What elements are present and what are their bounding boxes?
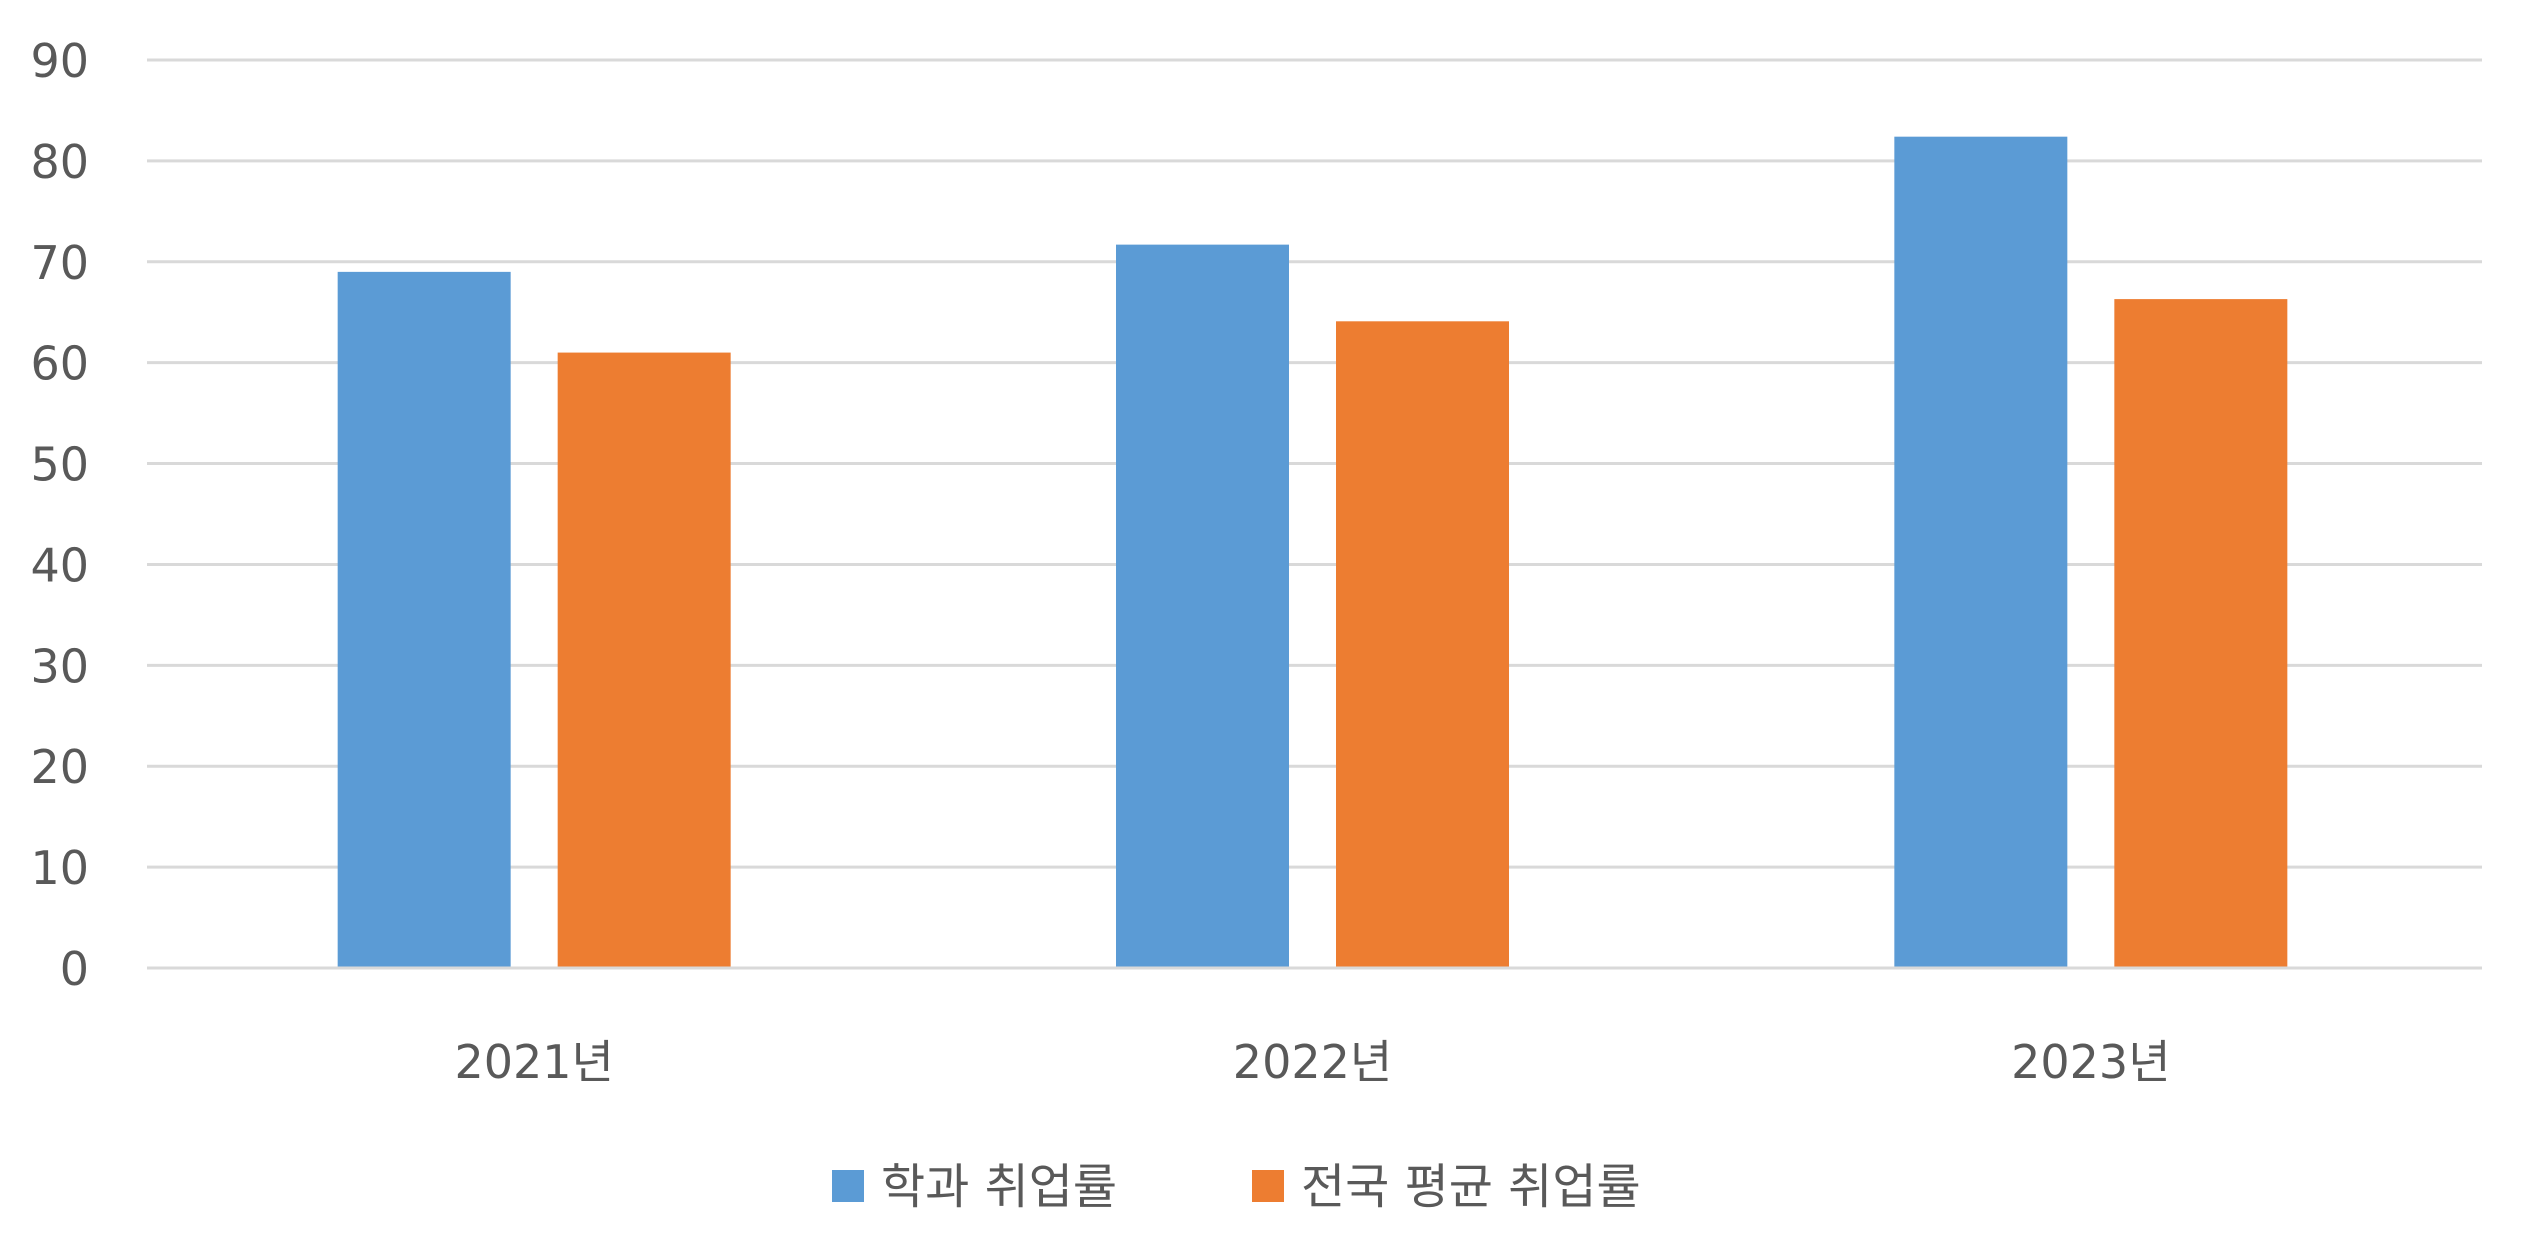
bar-department-2023년 — [1894, 136, 2068, 969]
gridlines — [147, 58, 2482, 970]
bar-department-2021년 — [337, 271, 511, 968]
y-axis-ticks: 0 10 20 30 40 50 60 70 80 90 — [30, 34, 89, 996]
legend: 학과 취업률 전국 평균 취업률 — [832, 1159, 1641, 1215]
y-tick-label: 30 — [30, 639, 89, 693]
y-tick-label: 80 — [30, 135, 89, 189]
y-tick-label: 40 — [30, 538, 89, 592]
y-tick-label: 70 — [30, 236, 89, 290]
x-tick-label: 2023년 — [2011, 1035, 2170, 1089]
legend-swatch — [1252, 1170, 1284, 1202]
bar-national-2022년 — [1336, 321, 1509, 968]
y-tick-label: 10 — [30, 841, 89, 895]
legend-item: 학과 취업률 — [832, 1159, 1117, 1215]
legend-label: 학과 취업률 — [881, 1159, 1117, 1215]
y-tick-label: 20 — [30, 740, 89, 794]
x-tick-label: 2021년 — [454, 1035, 613, 1089]
x-axis-ticks: 2021년 2022년 2023년 — [454, 1035, 2170, 1089]
legend-swatch — [832, 1170, 864, 1202]
y-tick-label: 60 — [30, 337, 89, 391]
y-tick-label: 0 — [60, 942, 89, 996]
bar-national-2023년 — [2114, 299, 2288, 968]
y-tick-label: 90 — [30, 34, 89, 88]
legend-item: 전국 평균 취업률 — [1252, 1159, 1641, 1215]
y-tick-label: 50 — [30, 438, 89, 492]
x-tick-label: 2022년 — [1233, 1035, 1392, 1089]
bar-department-2022년 — [1116, 244, 1289, 969]
legend-label: 전국 평균 취업률 — [1301, 1159, 1641, 1215]
bars — [147, 136, 2482, 970]
bar-national-2021년 — [557, 352, 731, 969]
